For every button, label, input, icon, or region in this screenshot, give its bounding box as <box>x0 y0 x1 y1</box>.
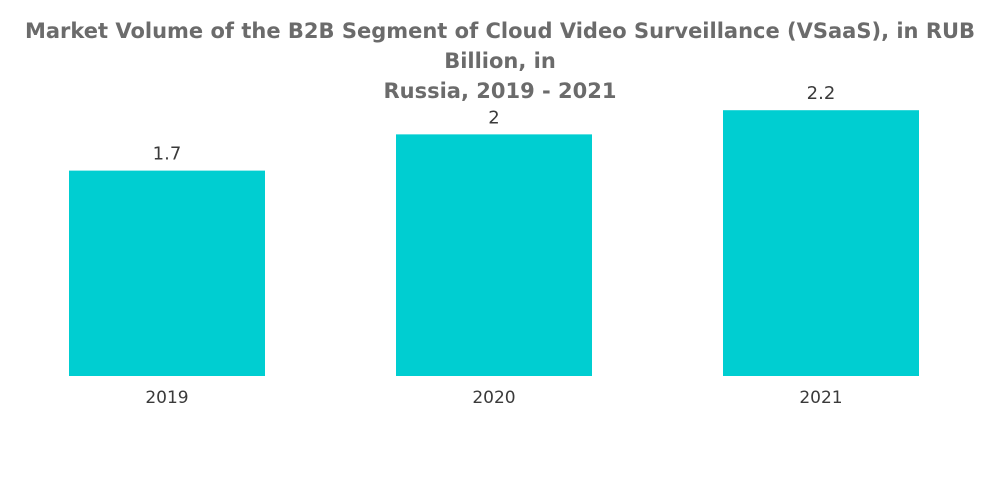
bar-value-label-2020: 2 <box>488 107 499 128</box>
bar-2019 <box>69 170 265 376</box>
chart-title: Market Volume of the B2B Segment of Clou… <box>0 16 1000 106</box>
x-tick-label-2021: 2021 <box>799 388 842 408</box>
bar-value-label-2019: 1.7 <box>153 144 182 165</box>
x-tick-label-2019: 2019 <box>145 388 188 408</box>
bar-value-label-2021: 2.2 <box>807 83 836 104</box>
chart-title-line-2: Russia, 2019 - 2021 <box>383 79 617 103</box>
chart-title-line-1: Market Volume of the B2B Segment of Clou… <box>24 19 976 73</box>
bar-2021 <box>723 110 919 377</box>
bar-2020 <box>396 134 592 376</box>
x-tick-label-2020: 2020 <box>472 388 515 408</box>
